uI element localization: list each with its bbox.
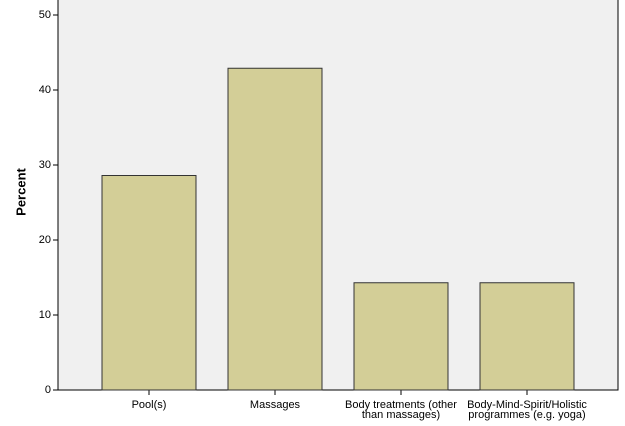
bar <box>101 175 197 391</box>
y-tick-label: 20 <box>39 234 51 246</box>
y-tick-label: 0 <box>45 384 51 396</box>
x-tick-label: Pool(s) <box>131 399 167 411</box>
y-tick-label: 40 <box>39 84 51 96</box>
bar <box>479 282 575 391</box>
y-tick-label: 10 <box>39 309 51 321</box>
bar <box>227 67 323 391</box>
x-tick-label: Body treatments (other than massages) <box>345 399 457 421</box>
x-tick-label: Body-Mind-Spirit/Holistic programmes (e.… <box>467 399 587 421</box>
y-tick-label: 50 <box>39 9 51 21</box>
y-tick-label: 30 <box>39 159 51 171</box>
x-tick-label: Massages <box>249 399 301 411</box>
y-axis-label: Percent <box>13 167 28 215</box>
bar <box>353 282 449 391</box>
